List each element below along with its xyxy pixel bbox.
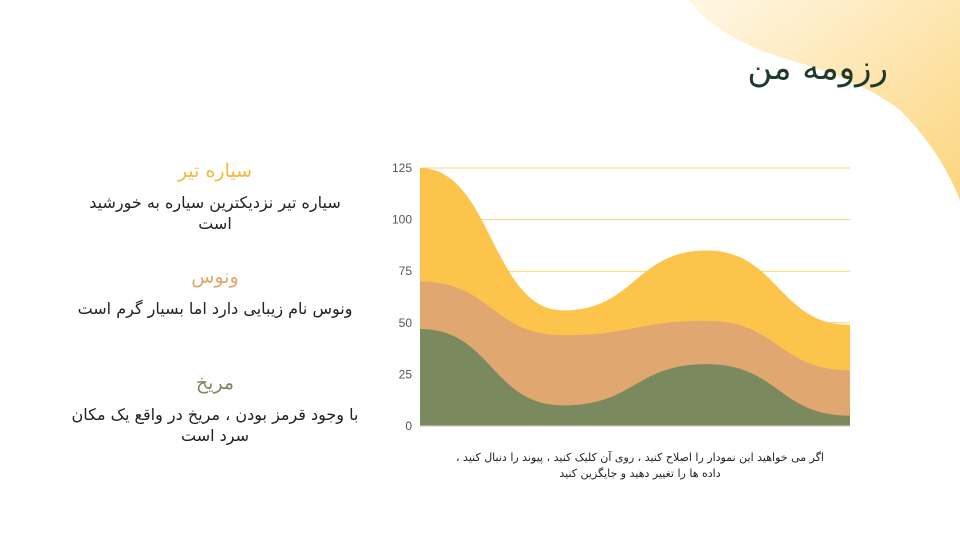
area-chart: 0 25 50 75 100 125	[392, 161, 850, 433]
item-text: سیاره تیر نزدیکترین سیاره به خورشید است	[89, 193, 341, 233]
item-mercury: سیاره تیر سیاره تیر نزدیکترین سیاره به خ…	[70, 160, 360, 234]
item-heading: ونوس	[191, 266, 239, 288]
chart-caption: اگر می خواهید این نمودار را اصلاح کنید ،…	[456, 451, 824, 480]
item-text: ونوس نام زیبایی دارد اما بسیار گرم است	[77, 299, 353, 318]
page-title: رزومه من	[747, 48, 888, 88]
item-heading: مریخ	[195, 372, 235, 394]
item-heading: سیاره تیر	[177, 160, 253, 182]
y-tick-label: 50	[399, 316, 413, 330]
item-text: با وجود قرمز بودن ، مریخ در واقع یک مکان…	[71, 405, 359, 445]
item-mars: مریخ با وجود قرمز بودن ، مریخ در واقع یک…	[70, 372, 360, 446]
area-series-0	[420, 328, 850, 426]
y-tick-label: 125	[392, 161, 412, 175]
y-tick-label: 75	[399, 264, 413, 278]
y-tick-label: 100	[392, 213, 412, 227]
y-tick-label: 25	[399, 367, 413, 381]
item-venus: ونوس ونوس نام زیبایی دارد اما بسیار گرم …	[70, 266, 360, 319]
y-tick-label: 0	[405, 419, 412, 433]
